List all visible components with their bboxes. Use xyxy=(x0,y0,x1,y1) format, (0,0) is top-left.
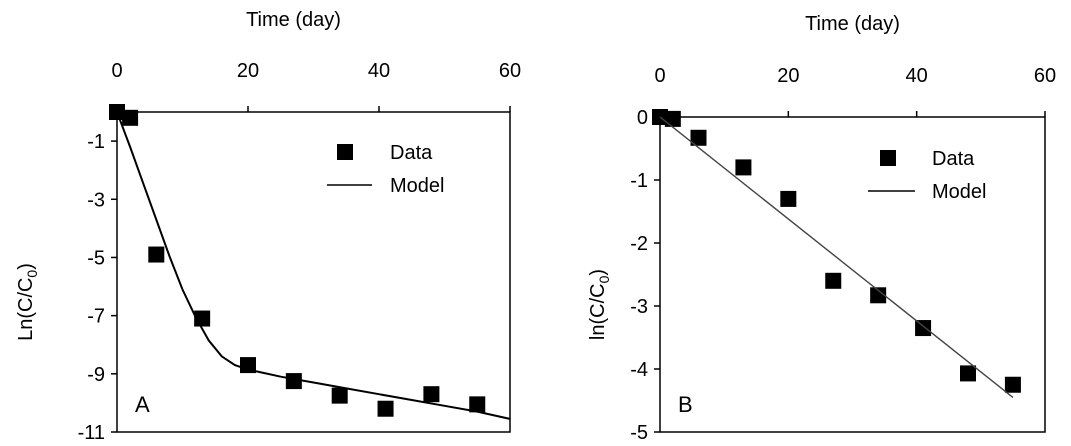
y-tick-label: -1 xyxy=(87,131,105,153)
data-point xyxy=(423,386,440,403)
panel-label: A xyxy=(135,392,150,417)
data-point xyxy=(870,287,887,304)
legend-label-data: Data xyxy=(390,142,433,164)
x-axis-title: Time (day) xyxy=(805,13,900,35)
series-model-line xyxy=(116,111,511,420)
y-tick-label: 0 xyxy=(637,107,648,129)
y-tick-label: -4 xyxy=(630,359,648,381)
data-point xyxy=(285,373,302,390)
x-tick-label: 0 xyxy=(111,60,122,82)
legend-label-model: Model xyxy=(932,181,986,203)
legend-marker-data xyxy=(880,150,896,166)
series-model-line xyxy=(659,116,1014,398)
data-point xyxy=(915,320,932,337)
y-tick-label: -5 xyxy=(87,247,105,269)
x-tick-label: 60 xyxy=(1034,65,1056,87)
data-point xyxy=(780,190,797,207)
x-tick-label: 40 xyxy=(906,65,928,87)
panel-label: B xyxy=(678,392,693,417)
y-axis-title: Ln(C/C0) xyxy=(15,263,40,341)
data-point xyxy=(735,159,752,176)
legend-label-model: Model xyxy=(390,175,444,197)
chart-panel-b: Time (day) 0 20 40 60 0 -1 -2 -3 -4 -5 ln(C/C0) B Dat… xyxy=(587,13,1056,444)
y-tick-label: -7 xyxy=(87,306,105,328)
chart-panel-a: Time (day) 0 20 40 60 -1 -3 -5 -7 -9 -11 Ln(C/C0) A D… xyxy=(15,9,521,444)
y-axis-title: ln(C/C0) xyxy=(587,269,612,340)
x-tick-label: 20 xyxy=(777,65,799,87)
y-tick-label: -3 xyxy=(87,189,105,211)
data-point xyxy=(690,129,707,146)
plot-frame xyxy=(659,116,1046,433)
data-point xyxy=(664,110,681,127)
y-tick-label: -2 xyxy=(630,233,648,255)
legend-marker-data xyxy=(337,144,353,160)
data-point xyxy=(122,109,139,126)
x-tick-label: 0 xyxy=(654,65,665,87)
y-tick-label: -1 xyxy=(630,170,648,192)
data-point xyxy=(960,365,976,382)
x-axis-title: Time (day) xyxy=(246,9,341,31)
data-point xyxy=(1004,376,1021,393)
x-tick-label: 60 xyxy=(499,60,521,82)
y-tick-label: -11 xyxy=(78,422,105,444)
data-point xyxy=(825,272,842,289)
y-tick-label: -9 xyxy=(87,364,105,386)
legend-label-data: Data xyxy=(932,148,975,170)
plot-frame xyxy=(116,111,511,433)
x-tick-label: 20 xyxy=(237,60,259,82)
x-tick-label: 40 xyxy=(368,60,390,82)
data-point xyxy=(331,387,348,404)
y-tick-label: -5 xyxy=(630,422,648,444)
data-point xyxy=(148,246,165,263)
data-point xyxy=(377,400,394,417)
y-tick-label: -3 xyxy=(630,296,648,318)
data-point xyxy=(469,396,486,413)
